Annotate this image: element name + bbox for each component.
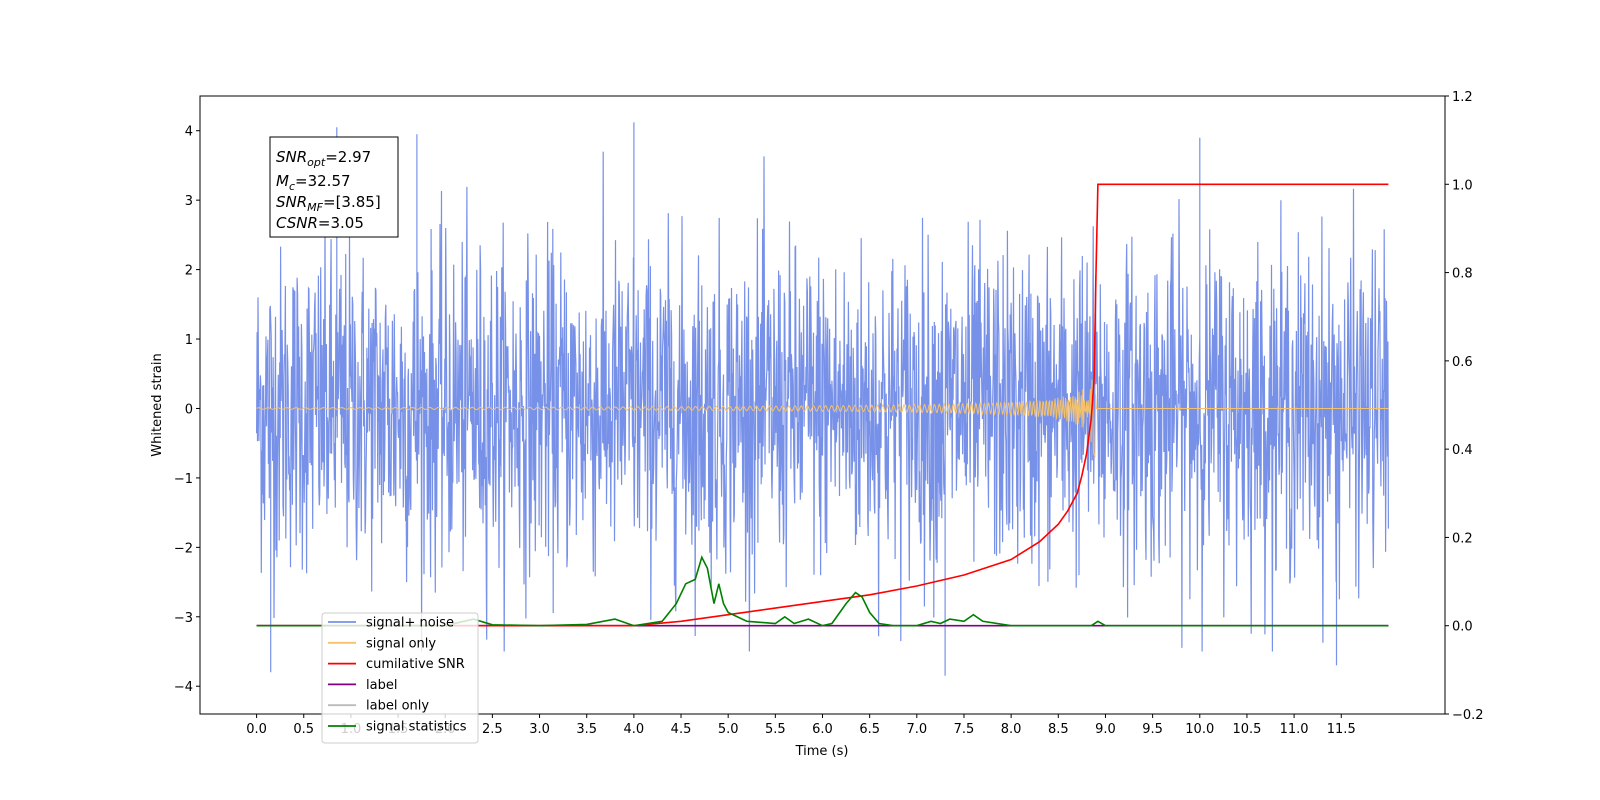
- x-tick-label: 0.0: [246, 722, 267, 737]
- y-right-tick-label: 0.2: [1452, 531, 1473, 546]
- y-axis-label: Whitened strain: [150, 353, 165, 456]
- y-axis-right: 1.2 1.0 0.8 0.6 0.4 0.2 0.0 −0.2: [1445, 90, 1484, 723]
- series-signal-noise: [256, 122, 1389, 676]
- series-layer: [256, 122, 1389, 676]
- x-tick-label: 5.0: [718, 722, 739, 737]
- y-left-tick-label: 0: [185, 402, 193, 417]
- x-tick-label: 7.5: [954, 722, 975, 737]
- y-right-tick-label: −0.2: [1452, 708, 1484, 723]
- series-signal-only: [256, 379, 1389, 459]
- series-cumulative-snr: [256, 183, 1389, 627]
- y-right-tick-label: 0.6: [1452, 355, 1473, 370]
- x-tick-label: 7.0: [906, 722, 927, 737]
- x-tick-label: 3.0: [529, 722, 550, 737]
- annotation-line-csnr: CSNR=3.05: [276, 214, 364, 232]
- y-axis-left: 4 3 2 1 0 −1 −2 −3 −4: [174, 125, 200, 695]
- annotation-line-snr-opt: SNRopt=2.97: [276, 148, 371, 169]
- y-right-tick-label: 0.8: [1452, 267, 1473, 282]
- x-tick-label: 3.5: [576, 722, 597, 737]
- legend-label: cumilative SNR: [366, 657, 465, 672]
- x-axis-label: Time (s): [795, 744, 849, 759]
- x-tick-label: 4.5: [671, 722, 692, 737]
- y-left-tick-label: −1: [174, 472, 193, 487]
- annotation-line-mc: Mc=32.57: [276, 172, 351, 193]
- legend-label: label: [366, 678, 397, 693]
- x-tick-label: 11.0: [1280, 722, 1309, 737]
- x-tick-label: 2.5: [482, 722, 503, 737]
- y-left-tick-label: 2: [185, 264, 193, 279]
- x-tick-label: 9.0: [1095, 722, 1116, 737]
- y-left-tick-label: 4: [185, 125, 193, 140]
- y-right-tick-label: 1.0: [1452, 178, 1473, 193]
- y-left-tick-label: −2: [174, 541, 193, 556]
- x-tick-label: 8.5: [1048, 722, 1069, 737]
- legend-label: signal only: [366, 636, 436, 651]
- x-tick-label: 0.5: [293, 722, 314, 737]
- legend-label: label only: [366, 699, 429, 714]
- y-left-tick-label: 1: [185, 333, 193, 348]
- x-tick-label: 4.0: [624, 722, 645, 737]
- legend: signal+ noise signal only cumilative SNR la…: [321, 612, 479, 744]
- y-left-tick-label: −3: [174, 611, 193, 626]
- annotation-box: SNRopt=2.97 Mc=32.57 SNRMF=[3.85] CSNR=3…: [269, 136, 399, 238]
- x-tick-label: 6.0: [812, 722, 833, 737]
- y-left-tick-label: −4: [174, 680, 193, 695]
- x-tick-label: 11.5: [1327, 722, 1356, 737]
- legend-label: signal+ noise: [366, 616, 454, 631]
- series-signal-statistics: [256, 555, 1389, 627]
- x-tick-label: 6.5: [859, 722, 880, 737]
- annotation-line-snr-mf: SNRMF=[3.85]: [276, 193, 381, 214]
- y-right-tick-label: 0.0: [1452, 620, 1473, 635]
- x-tick-label: 10.5: [1232, 722, 1261, 737]
- x-tick-label: 8.0: [1001, 722, 1022, 737]
- y-right-tick-label: 0.4: [1452, 443, 1473, 458]
- x-tick-label: 5.5: [765, 722, 786, 737]
- y-right-tick-label: 1.2: [1452, 90, 1473, 105]
- x-tick-label: 9.5: [1142, 722, 1163, 737]
- y-left-tick-label: 3: [185, 194, 193, 209]
- x-tick-label: 10.0: [1185, 722, 1214, 737]
- legend-label: signal statistics: [366, 720, 467, 735]
